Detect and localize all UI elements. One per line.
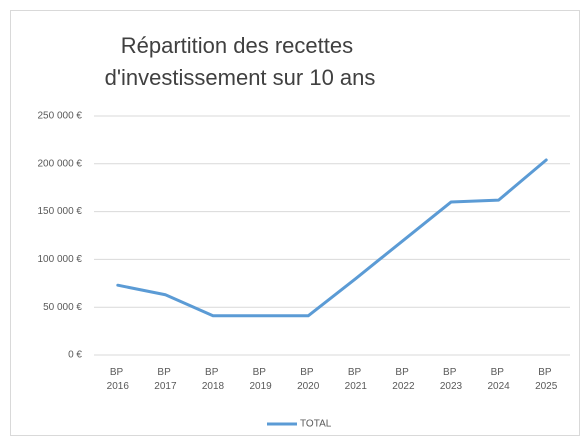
x-tick-label: BP 2019 xyxy=(249,367,272,392)
y-tick-label: 150 000 € xyxy=(38,206,83,217)
x-tick-label: BP 2017 xyxy=(154,367,177,392)
y-tick-label: 250 000 € xyxy=(38,111,83,122)
x-tick-label: BP 2021 xyxy=(345,367,368,392)
x-tick-label: BP 2016 xyxy=(107,367,130,392)
x-tick-label: BP 2018 xyxy=(202,367,225,392)
x-tick-label: BP 2025 xyxy=(535,367,558,392)
line-series xyxy=(116,158,548,318)
y-tick-label: 100 000 € xyxy=(38,254,83,265)
x-tick-label: BP 2023 xyxy=(440,367,463,392)
chart-frame xyxy=(10,10,580,436)
y-tick-label: 50 000 € xyxy=(43,302,82,313)
y-tick-label: 200 000 € xyxy=(38,158,83,169)
x-tick-label: BP 2020 xyxy=(297,367,320,392)
x-tick-label: BP 2022 xyxy=(392,367,415,392)
y-tick-label: 0 € xyxy=(68,350,82,361)
x-tick-label: BP 2024 xyxy=(487,367,510,392)
chart-title: Répartition des recettes d'investissemen… xyxy=(105,33,376,90)
legend-label: TOTAL xyxy=(300,419,332,430)
